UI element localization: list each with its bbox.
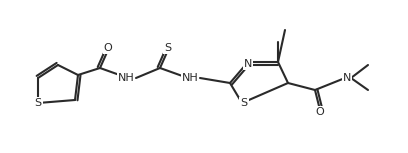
Text: NH: NH <box>182 73 198 83</box>
Text: NH: NH <box>118 73 134 83</box>
Text: N: N <box>343 73 351 83</box>
Text: O: O <box>104 43 112 53</box>
Text: N: N <box>244 59 252 69</box>
Text: O: O <box>316 107 324 117</box>
Text: S: S <box>164 43 171 53</box>
Text: S: S <box>34 98 42 108</box>
Text: S: S <box>240 98 248 108</box>
